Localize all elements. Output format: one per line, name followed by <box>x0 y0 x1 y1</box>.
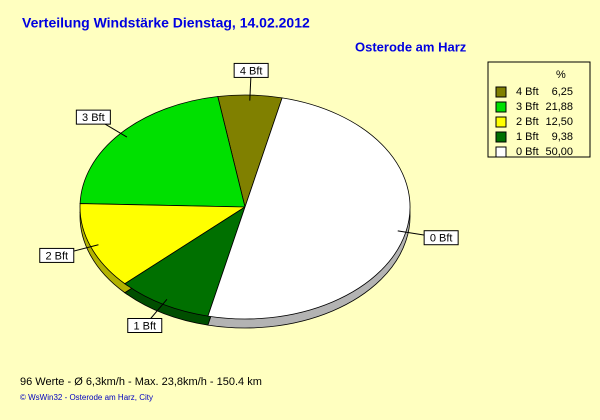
callout-box <box>39 247 75 263</box>
legend-value: 9,38 <box>552 131 573 143</box>
legend-swatch <box>495 131 507 143</box>
callout-label: 3 Bft <box>82 112 105 124</box>
callout-box <box>75 109 111 125</box>
legend-value: 50,00 <box>545 146 573 158</box>
legend-label: 3 Bft <box>516 101 539 113</box>
callout-label: 0 Bft <box>430 233 453 245</box>
callout-label: 2 Bft <box>45 250 68 262</box>
legend-label: 4 Bft <box>516 86 539 98</box>
legend-swatch <box>495 86 507 98</box>
legend-value: 21,88 <box>545 101 573 113</box>
callout-label: 1 Bft <box>133 320 156 332</box>
legend-label: 1 Bft <box>516 131 539 143</box>
legend-swatch <box>495 101 507 113</box>
callout-box <box>423 230 459 246</box>
legend-swatch <box>495 116 507 128</box>
legend-label: 2 Bft <box>516 116 539 128</box>
legend-title: % <box>556 69 566 81</box>
copyright: © WsWin32 - Osterode am Harz, City <box>20 393 153 402</box>
callout-label: 4 Bft <box>240 65 263 77</box>
callout-box <box>233 62 269 78</box>
chart-title: Verteilung Windstärke Dienstag, 14.02.20… <box>22 15 310 31</box>
footer: 96 Werte - Ø 6,3km/h - Max. 23,8km/h - 1… <box>20 376 262 388</box>
legend-swatch <box>495 146 507 158</box>
legend-value: 6,25 <box>552 86 573 98</box>
legend-value: 12,50 <box>545 116 573 128</box>
legend-label: 0 Bft <box>516 146 539 158</box>
callout-box <box>127 317 163 333</box>
chart-subtitle: Osterode am Harz <box>355 39 467 54</box>
